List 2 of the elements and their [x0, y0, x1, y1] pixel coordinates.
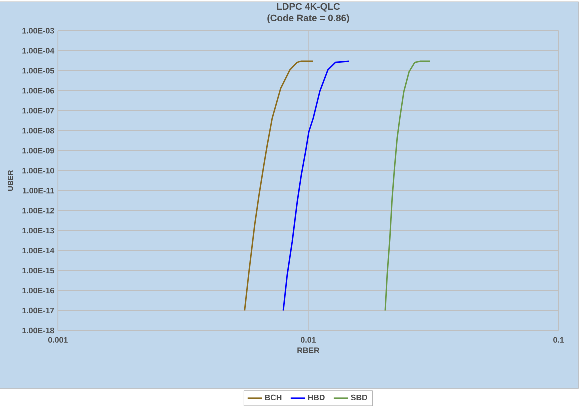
chart-subtitle: (Code Rate = 0.86)	[268, 14, 350, 24]
chart-title: LDPC 4K-QLC	[277, 3, 340, 12]
